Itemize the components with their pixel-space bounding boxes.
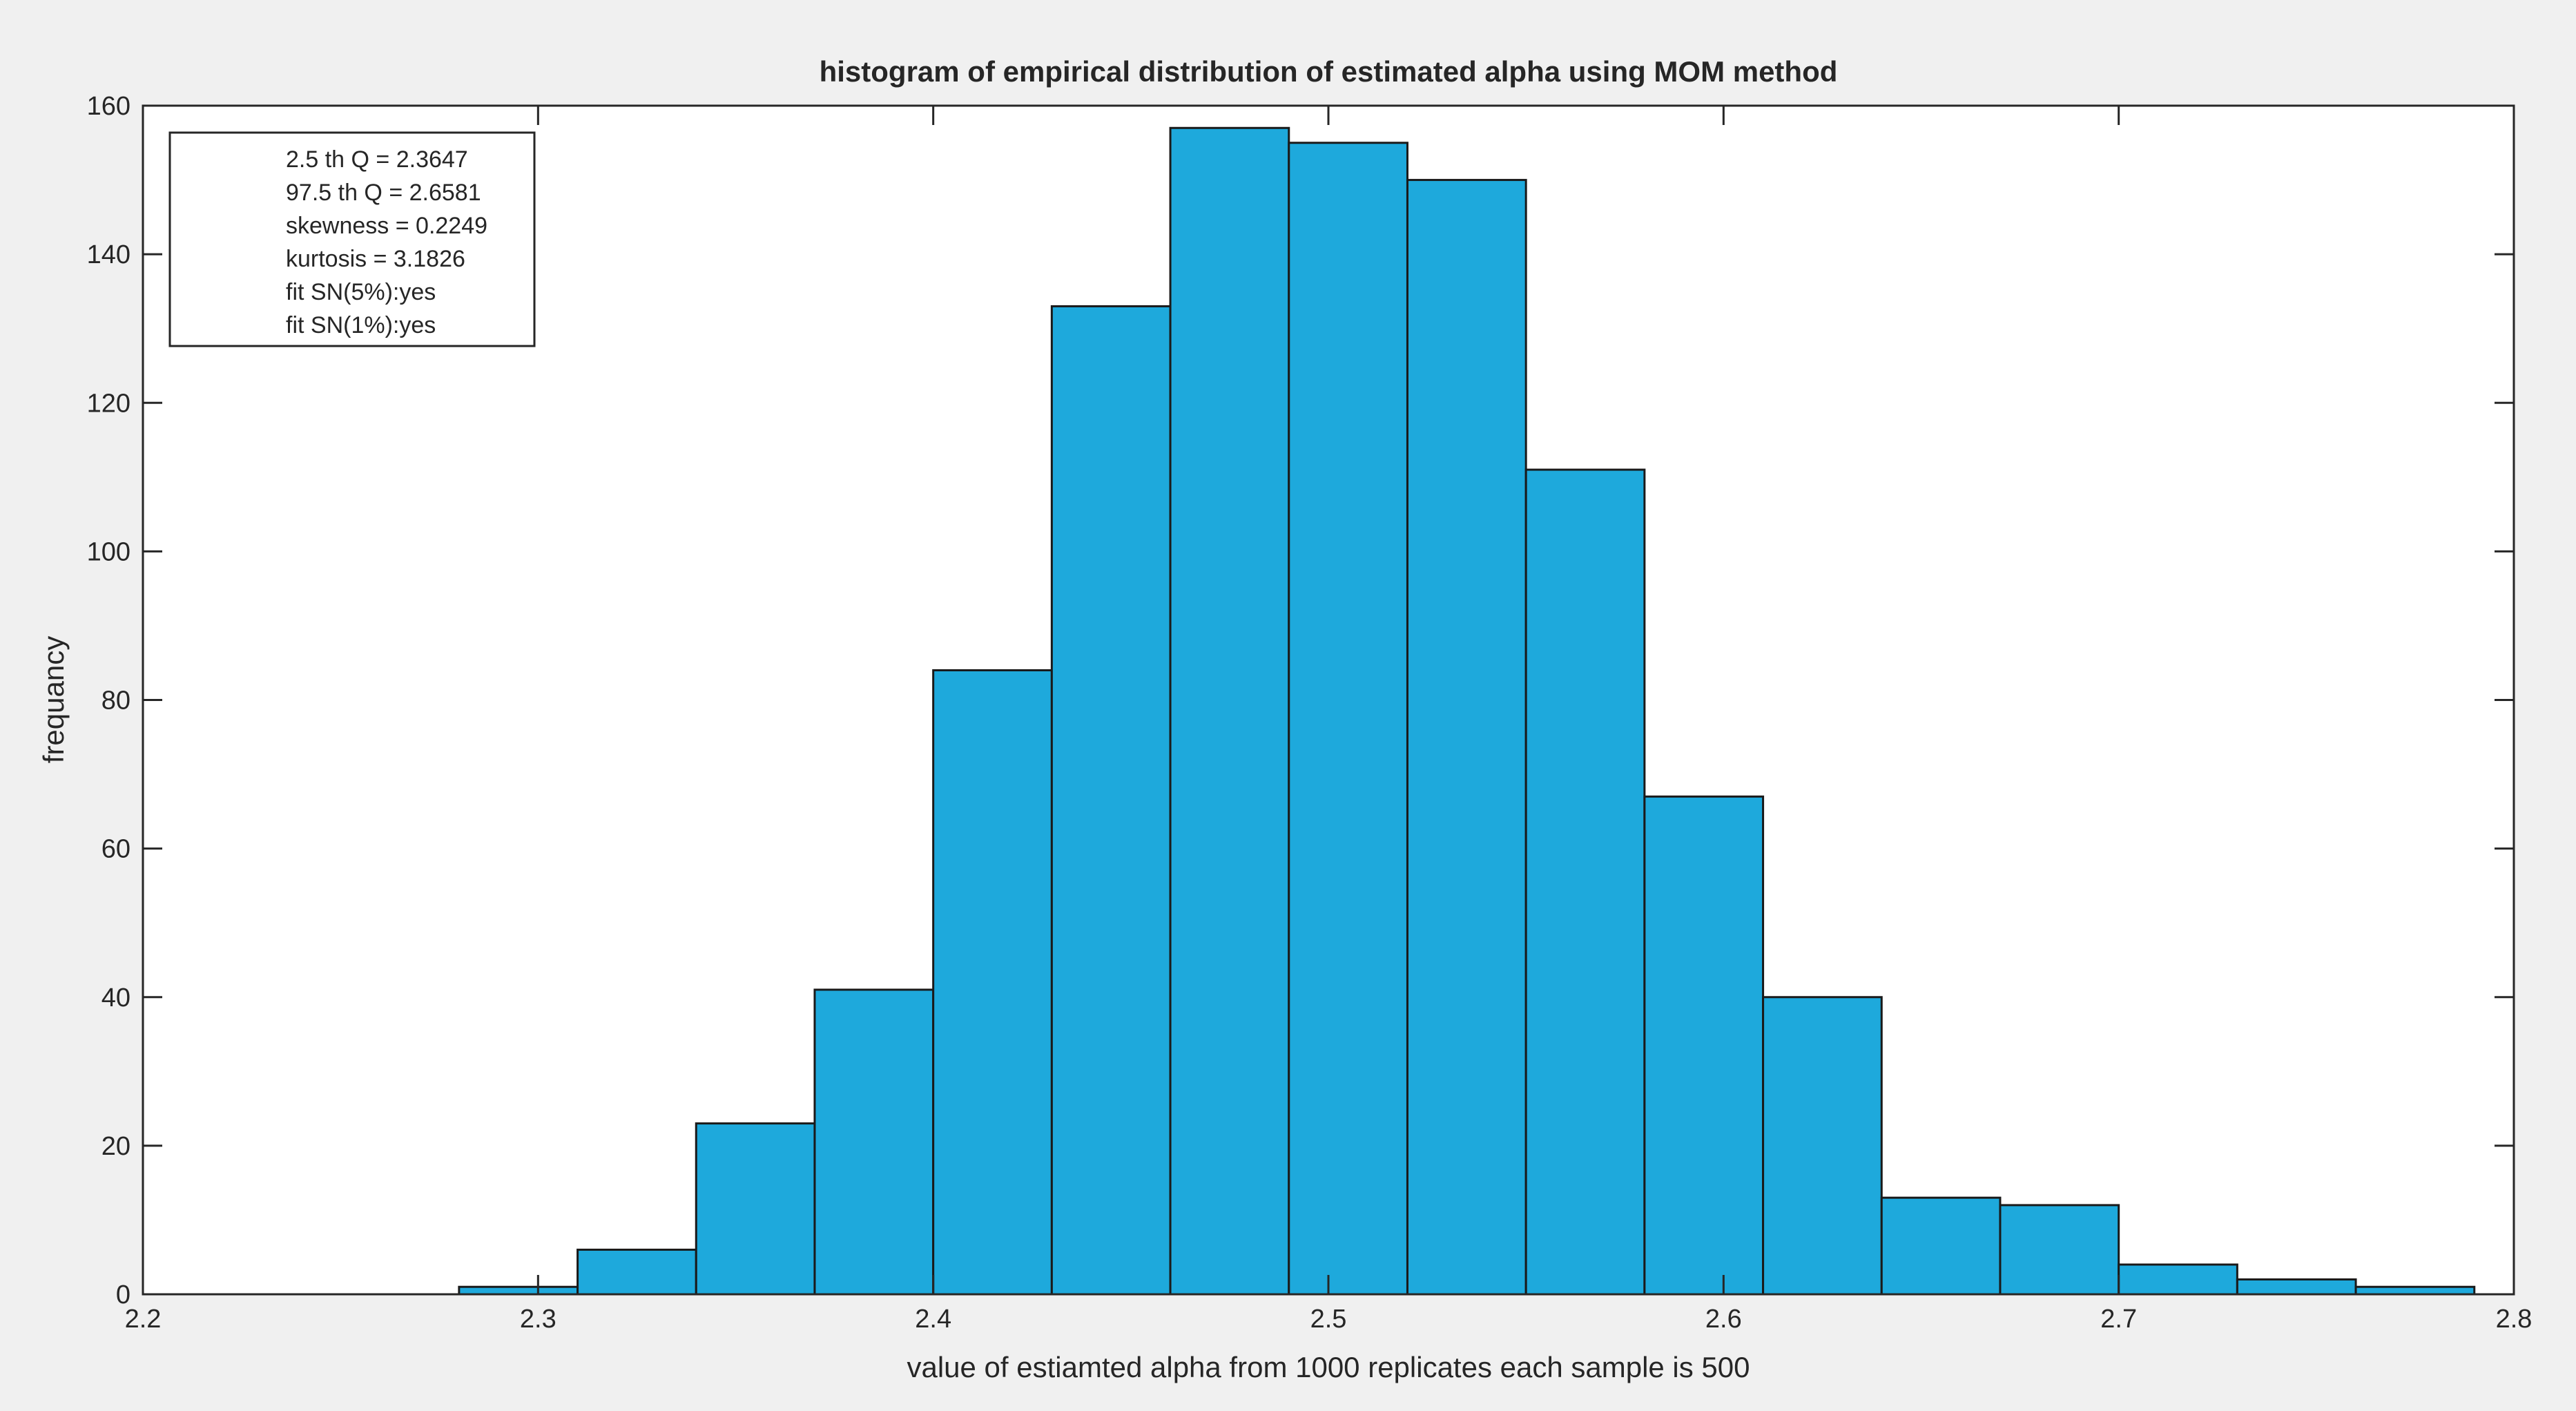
histogram-bar: [1406, 179, 1527, 1296]
y-tick-label: 60: [101, 835, 130, 864]
chart-title: histogram of empirical distribution of e…: [820, 55, 1838, 88]
histogram-bar: [1169, 126, 1290, 1296]
x-tick-label: 2.8: [2496, 1305, 2533, 1334]
histogram-bar: [458, 1285, 579, 1296]
histogram-bar: [1524, 468, 1646, 1296]
histogram-bars: [458, 126, 2476, 1296]
y-tick-label: 100: [87, 537, 130, 566]
x-tick-label: 2.4: [915, 1305, 951, 1334]
histogram-bar: [2236, 1278, 2357, 1296]
histogram-bar: [695, 1122, 816, 1296]
histogram-bar: [1050, 305, 1172, 1296]
x-tick-label: 2.7: [2100, 1305, 2137, 1334]
legend-lines: 2.5 th Q = 2.3647 97.5 th Q = 2.6581 skewn…: [286, 146, 487, 338]
histogram-bar: [1880, 1196, 2002, 1296]
y-tick-label: 40: [101, 983, 130, 1012]
y-tick-label: 20: [101, 1132, 130, 1161]
legend-line: 2.5 th Q = 2.3647: [286, 146, 468, 173]
histogram-bar: [1999, 1204, 2120, 1296]
histogram-bar: [2118, 1263, 2238, 1296]
x-tick-label: 2.5: [1310, 1305, 1347, 1334]
histogram-bar: [1762, 996, 1883, 1296]
histogram-bar: [1288, 142, 1408, 1296]
histogram-bar: [2354, 1285, 2476, 1296]
axes-frame: [142, 104, 2515, 1296]
legend-line: skewness = 0.2249: [286, 213, 487, 239]
legend-line: 97.5 th Q = 2.6581: [286, 180, 481, 206]
y-tick-label: 80: [101, 687, 130, 716]
legend-frame: [168, 131, 536, 347]
x-tick-label: 2.3: [520, 1305, 556, 1334]
x-tick-label: 2.2: [125, 1305, 162, 1334]
legend-line: fit SN(5%):yes: [286, 279, 436, 305]
x-tick-labels: 2.2 2.3 2.4 2.5 2.6 2.7 2.8: [125, 1305, 2533, 1334]
x-axis-label: value of estiamted alpha from 1000 repli…: [907, 1351, 1750, 1383]
y-tick-label: 120: [87, 389, 130, 418]
histogram-bar: [932, 669, 1053, 1296]
legend-line: kurtosis = 3.1826: [286, 246, 465, 272]
y-tick-label: 140: [87, 240, 130, 269]
histogram-bar: [1643, 795, 1765, 1296]
legend-line: fit SN(1%):yes: [286, 312, 436, 338]
histogram-bar: [813, 988, 935, 1296]
y-tick-labels: 0 20 40 60 80 100 120 140 160: [87, 92, 130, 1309]
y-axis-label: frequancy: [37, 636, 70, 763]
legend-box: 2.5 th Q = 2.3647 97.5 th Q = 2.6581 skewn…: [168, 131, 536, 347]
x-tick-label: 2.6: [1705, 1305, 1742, 1334]
y-tick-label: 0: [116, 1280, 130, 1309]
histogram-bar: [577, 1248, 697, 1296]
y-tick-label: 160: [87, 92, 130, 121]
